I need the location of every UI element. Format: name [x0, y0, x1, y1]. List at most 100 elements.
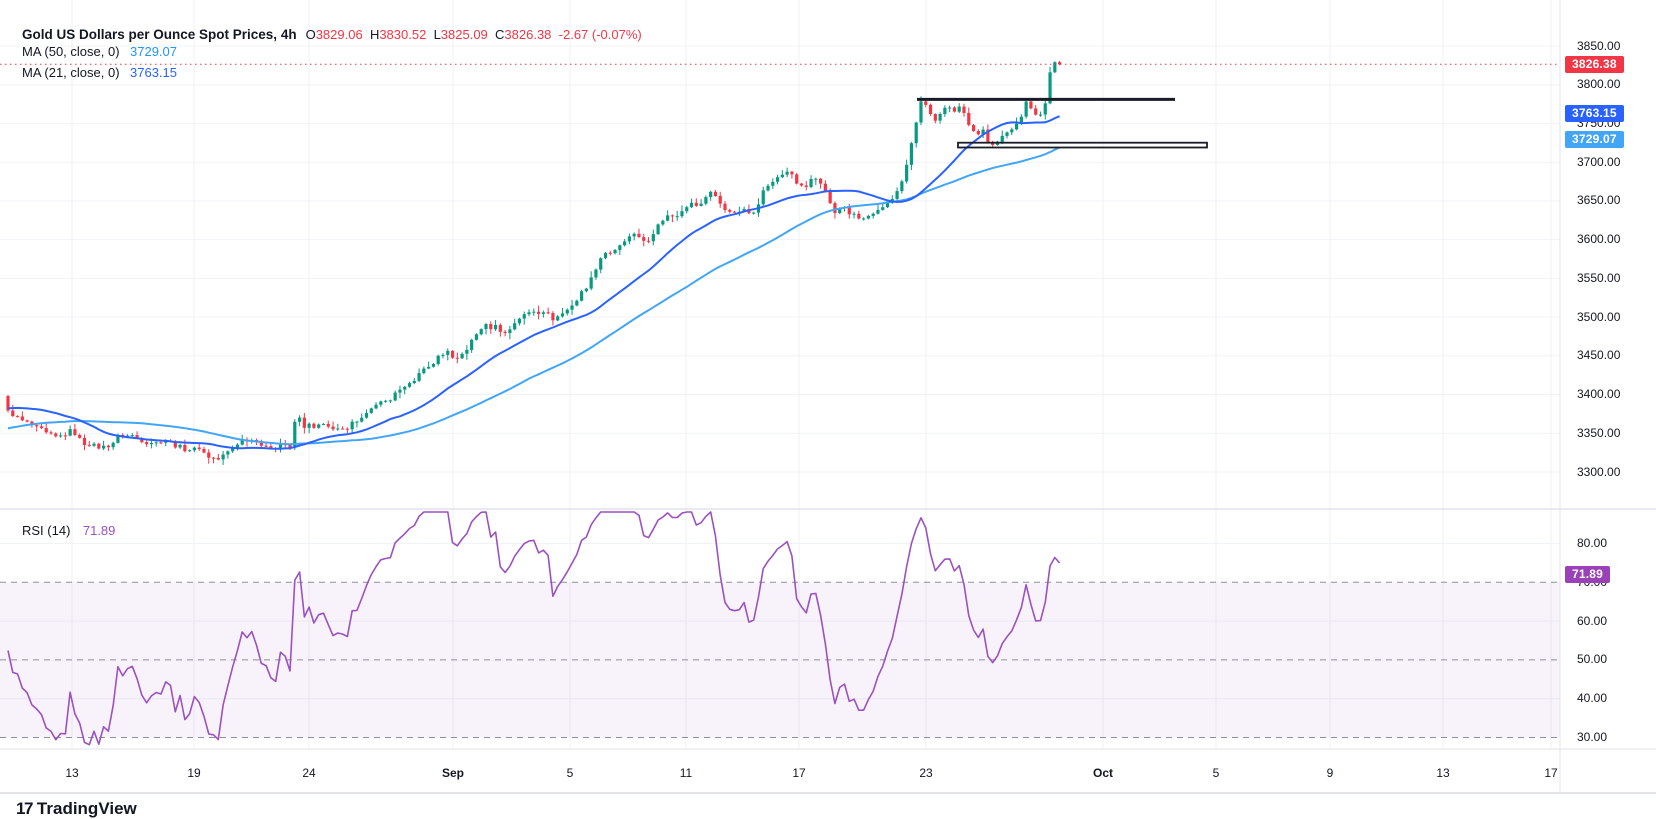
time-gridlines	[71, 0, 1552, 749]
candle	[532, 308, 536, 316]
candle	[326, 420, 330, 429]
candle	[498, 323, 502, 337]
candle	[713, 190, 718, 197]
candle	[345, 427, 349, 434]
candle	[761, 186, 765, 208]
candle	[967, 107, 971, 127]
candle	[431, 363, 436, 368]
candle	[427, 361, 431, 370]
symbol-title: Gold US Dollars per Ounce Spot Prices, 4…	[22, 27, 297, 42]
time-axis-label: 19	[187, 766, 201, 780]
candle	[317, 423, 321, 429]
candle	[699, 199, 703, 207]
price-axis-label: 3650.00	[1577, 193, 1621, 207]
candle	[54, 432, 58, 438]
rsi-legend-row[interactable]: RSI (14) 71.89	[22, 522, 115, 540]
candle	[656, 223, 660, 235]
candle	[971, 124, 976, 132]
candle	[508, 326, 512, 340]
rsi-line[interactable]	[7, 511, 1061, 746]
candlestick-series[interactable]	[6, 61, 1062, 465]
candle	[364, 409, 369, 419]
candle	[527, 309, 531, 317]
time-axis-label: 24	[302, 766, 316, 780]
candle	[689, 198, 694, 208]
candle	[58, 432, 63, 438]
candle	[211, 456, 216, 464]
candle	[627, 233, 631, 245]
ma21-line[interactable]	[7, 115, 1060, 450]
support-zone[interactable]	[957, 141, 1208, 149]
price-axis-label: 3850.00	[1577, 39, 1621, 53]
ma21-label: MA (21, close, 0)	[22, 65, 120, 80]
pane-separators	[0, 0, 1656, 794]
candle	[1034, 105, 1038, 116]
ma21-value: 3763.15	[130, 65, 177, 80]
ma21-legend-row[interactable]: MA (21, close, 0) 3763.15	[22, 64, 177, 82]
candle	[709, 190, 713, 201]
candle	[1024, 100, 1028, 119]
candle	[646, 237, 651, 244]
time-axis-label: 9	[1326, 766, 1334, 780]
candle	[799, 182, 804, 187]
candle	[895, 187, 899, 201]
ohlc-values: O3829.06 H3830.52 L3825.09 C3826.38 -2.6…	[306, 27, 642, 42]
candle	[795, 172, 799, 185]
ma21-price-badge: 3763.15	[1565, 105, 1624, 122]
candle	[1058, 61, 1062, 66]
rsi-dashed-levels	[0, 581, 1560, 738]
candle	[407, 381, 412, 388]
candle	[728, 208, 732, 214]
candle	[92, 442, 96, 447]
time-axis-label: 11	[679, 766, 693, 780]
candle	[608, 250, 612, 256]
candle	[489, 321, 493, 334]
change-value: -2.67 (-0.07%)	[558, 27, 642, 42]
candle	[441, 353, 445, 359]
candle	[207, 449, 211, 464]
close-value: 3826.38	[504, 27, 552, 42]
candle	[44, 422, 48, 434]
candle	[823, 180, 827, 192]
symbol-legend-row[interactable]: Gold US Dollars per Ounce Spot Prices, 4…	[22, 26, 642, 44]
candle	[436, 354, 440, 366]
candle	[474, 333, 479, 341]
candle	[479, 328, 483, 336]
candle	[694, 198, 698, 207]
candle	[379, 400, 383, 408]
candle	[546, 307, 550, 315]
rsi-axis-label: 80.00	[1577, 536, 1608, 550]
candle	[202, 446, 206, 454]
candle	[766, 183, 770, 192]
candle	[809, 175, 813, 189]
candle	[264, 443, 268, 448]
ma50-legend-row[interactable]: MA (50, close, 0) 3729.07	[22, 43, 177, 61]
rsi-value-badge: 71.89	[1565, 566, 1611, 583]
candle	[560, 308, 565, 318]
rsi-axis-label: 50.00	[1577, 652, 1608, 666]
rsi-label: RSI (14)	[22, 523, 71, 538]
candle	[403, 386, 407, 395]
candle	[661, 219, 665, 226]
candle	[780, 170, 784, 178]
low-label: L	[433, 27, 441, 42]
candle	[245, 437, 249, 447]
price-gridlines	[0, 45, 1560, 473]
candle	[962, 103, 966, 117]
candle	[584, 287, 588, 293]
candle	[517, 317, 522, 326]
candle	[1053, 61, 1057, 73]
candle	[422, 366, 426, 375]
ma50-line[interactable]	[7, 146, 1061, 446]
candle	[857, 210, 861, 220]
candle	[570, 299, 574, 315]
candle	[541, 310, 545, 318]
candle	[871, 212, 875, 219]
candle	[862, 217, 866, 221]
tradingview-watermark[interactable]: 17 TradingView	[16, 799, 137, 819]
time-axis-label: Oct	[1092, 766, 1114, 780]
candle	[336, 423, 340, 431]
candle	[235, 443, 240, 451]
candle	[642, 233, 646, 247]
